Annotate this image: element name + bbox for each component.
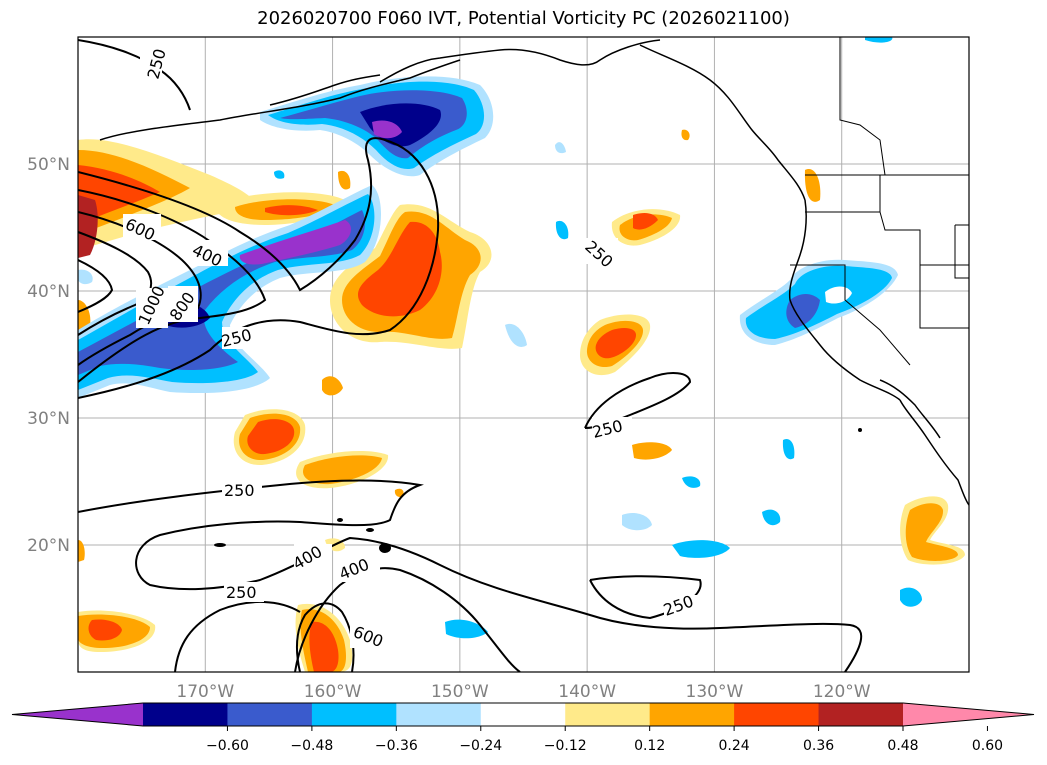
- pv-fill-blob: [445, 619, 488, 639]
- pv-fill-blob: [78, 165, 160, 225]
- state-borders: [790, 37, 969, 366]
- colorbar-tick-label: −0.12: [544, 738, 587, 754]
- x-tick-label: 130°W: [686, 682, 744, 702]
- colorbar-swatch: [734, 703, 820, 726]
- contour-label: 250: [226, 583, 257, 602]
- x-tick-label: 160°W: [304, 682, 362, 702]
- pv-fill-blob: [622, 513, 652, 531]
- x-axis-ticks: 170°W 160°W 150°W 140°W 130°W 120°W: [176, 682, 870, 702]
- pv-fill-blob: [555, 220, 569, 240]
- colorbar-tick-label: 0.48: [887, 738, 918, 754]
- pv-positive-fill: [78, 129, 965, 672]
- pv-fill-blob: [78, 540, 85, 562]
- pv-fill-blob: [865, 37, 893, 43]
- pv-fill-blob: [309, 621, 339, 672]
- ivt-contour-labels: 250 250 250 250 250 250 250 600 400 1000…: [122, 45, 704, 651]
- pv-fill-blob: [505, 323, 527, 347]
- colorbar-tick-label: 0.12: [634, 738, 665, 754]
- x-tick-label: 120°W: [813, 682, 871, 702]
- x-tick-label: 140°W: [558, 682, 616, 702]
- colorbar-tick-label: −0.36: [375, 738, 418, 754]
- pv-fill-blob: [672, 540, 730, 558]
- colorbar-swatch: [649, 703, 735, 726]
- pv-fill-blob: [88, 619, 122, 641]
- colorbar-tick-label: 0.24: [719, 738, 750, 754]
- pv-fill-blob: [247, 419, 295, 455]
- pv-fill-blob: [782, 438, 795, 460]
- pv-fill-blob: [682, 476, 701, 488]
- pv-fill-blob: [595, 327, 636, 359]
- colorbar-swatch: [143, 703, 228, 726]
- y-tick-label: 50°N: [27, 155, 70, 175]
- pv-fill-blob: [633, 212, 658, 230]
- pv-fill-blob: [555, 142, 566, 154]
- colorbar-outline: [11, 702, 1035, 727]
- colorbar-swatch: [227, 703, 313, 726]
- pv-fill-blob: [900, 587, 922, 607]
- colorbar-tick-label: −0.24: [459, 738, 502, 754]
- pv-fill-blob: [905, 503, 958, 561]
- colorbar-swatch: [565, 703, 651, 726]
- pv-fill-blob: [274, 170, 285, 179]
- y-tick-label: 20°N: [27, 536, 70, 556]
- pv-fill-blob: [762, 509, 781, 526]
- pv-fill-blob: [632, 442, 672, 460]
- colorbar: −0.60 −0.48 −0.36 −0.24 −0.12 0.12 0.24 0.36 0.4…: [11, 702, 1035, 754]
- colorbar-swatch: [311, 703, 397, 726]
- pv-fill-blob: [372, 120, 402, 139]
- x-tick-label: 150°W: [431, 682, 489, 702]
- y-tick-label: 30°N: [27, 409, 70, 429]
- pv-fill-blob: [786, 294, 820, 328]
- colorbar-tick-label: 0.36: [803, 738, 834, 754]
- pv-fill-blob: [804, 169, 821, 202]
- pv-fill-blob: [681, 129, 690, 141]
- colorbar-extend-low: [12, 703, 143, 726]
- colorbar-swatch: [818, 703, 904, 726]
- colorbar-swatch: [480, 703, 566, 726]
- pv-fill-blob: [338, 170, 351, 190]
- pv-fill-blob: [239, 220, 352, 265]
- x-tick-label: 170°W: [176, 682, 234, 702]
- colorbar-tick-label: 0.60: [972, 738, 1003, 754]
- coastline: [99, 39, 969, 506]
- pv-fill-blob: [394, 488, 404, 498]
- colorbar-tick-label: −0.60: [206, 738, 249, 754]
- colorbar-tick-label: −0.48: [290, 738, 333, 754]
- map-frame: [77, 36, 970, 673]
- y-axis-ticks: 50°N 40°N 30°N 20°N: [27, 155, 70, 556]
- colorbar-extend-high: [903, 703, 1034, 726]
- pv-fill-blob: [322, 376, 343, 396]
- contour-label: 250: [224, 481, 255, 500]
- pv-fill-blob: [78, 195, 98, 258]
- y-tick-label: 40°N: [27, 282, 70, 302]
- pv-fill-blob: [265, 205, 318, 216]
- chart-title: 2026020700 F060 IVT, Potential Vorticity…: [257, 8, 790, 29]
- pv-fill-blob: [302, 455, 382, 485]
- pv-fill-blob: [78, 269, 93, 285]
- colorbar-swatch: [396, 703, 482, 726]
